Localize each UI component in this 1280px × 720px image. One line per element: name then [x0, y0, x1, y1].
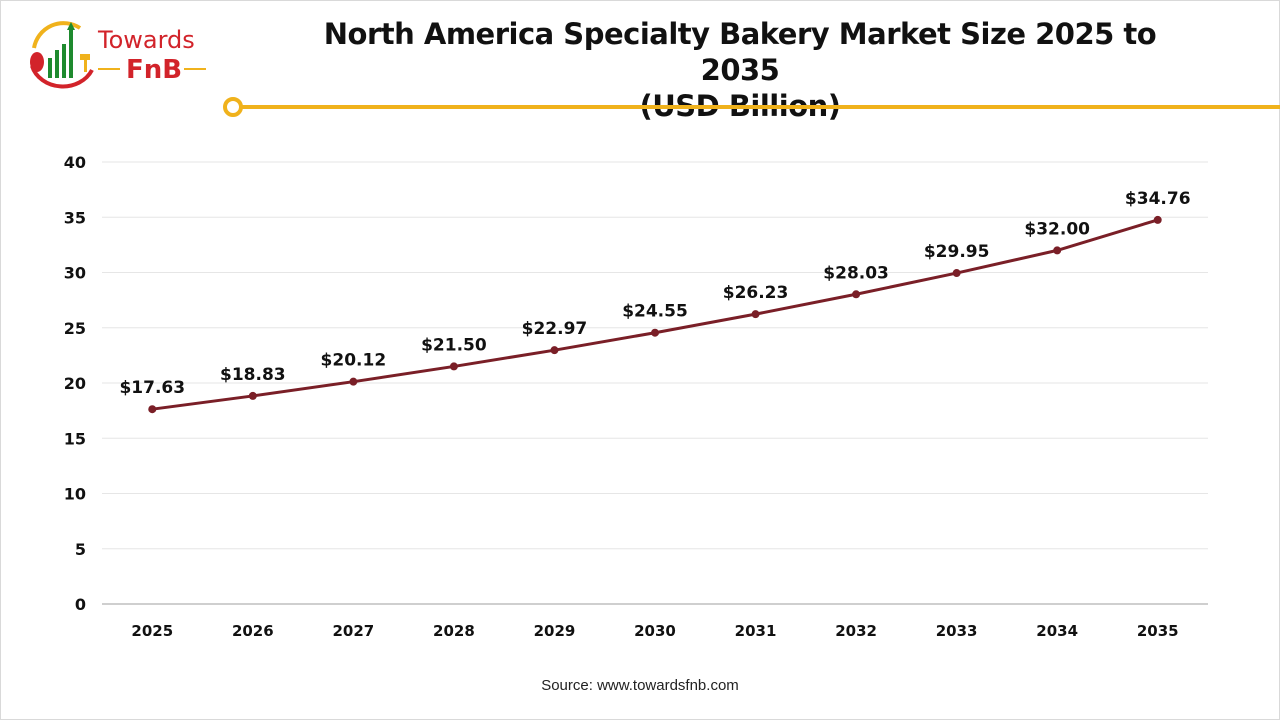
y-tick-label: 0 [75, 595, 86, 614]
y-tick-label: 30 [64, 264, 86, 283]
y-tick-label: 20 [64, 374, 86, 393]
data-point [651, 328, 659, 337]
x-tick-label: 2031 [735, 622, 777, 640]
x-tick-label: 2029 [534, 622, 576, 640]
x-tick-label: 2025 [131, 622, 173, 640]
data-label: $20.12 [321, 351, 387, 371]
data-point [148, 405, 157, 414]
x-tick-label: 2027 [332, 622, 374, 640]
data-label: $28.03 [823, 263, 889, 283]
data-label: $26.23 [723, 283, 789, 303]
y-tick-label: 10 [64, 485, 86, 504]
x-tick-label: 2028 [433, 622, 475, 640]
data-point [1153, 215, 1162, 224]
data-label: $17.63 [119, 378, 185, 398]
y-tick-label: 5 [75, 540, 86, 559]
data-label: $24.55 [622, 302, 688, 322]
chart-title-main: North America Specialty Bakery Market Si… [323, 17, 1157, 87]
data-point [852, 290, 861, 299]
data-label: $21.50 [421, 335, 487, 355]
x-tick-label: 2035 [1137, 622, 1179, 640]
source-note: Source: www.towardsfnb.com [541, 677, 739, 694]
y-tick-label: 40 [64, 153, 86, 172]
x-tick-label: 2026 [232, 622, 274, 640]
y-tick-label: 15 [64, 429, 86, 448]
data-label: $18.83 [220, 365, 286, 385]
data-point [751, 310, 760, 319]
data-label: $34.76 [1125, 189, 1191, 209]
x-tick-label: 2033 [936, 622, 978, 640]
data-point [349, 377, 358, 386]
data-point [449, 362, 458, 371]
data-label: $29.95 [924, 242, 990, 262]
data-point [952, 269, 961, 278]
data-point [550, 346, 559, 355]
logo-text-fnb: FnB [126, 55, 182, 85]
x-tick-label: 2032 [835, 622, 877, 640]
x-tick-label: 2030 [634, 622, 676, 640]
data-point [1053, 246, 1062, 255]
y-tick-label: 35 [64, 208, 86, 227]
data-label: $32.00 [1024, 219, 1090, 239]
data-point [248, 391, 257, 400]
y-tick-label: 25 [64, 319, 86, 338]
data-label: $22.97 [522, 319, 588, 339]
towards-fnb-logo: Towards FnB [30, 21, 206, 89]
logo-text-towards: Towards [97, 26, 195, 54]
x-tick-label: 2034 [1036, 622, 1078, 640]
